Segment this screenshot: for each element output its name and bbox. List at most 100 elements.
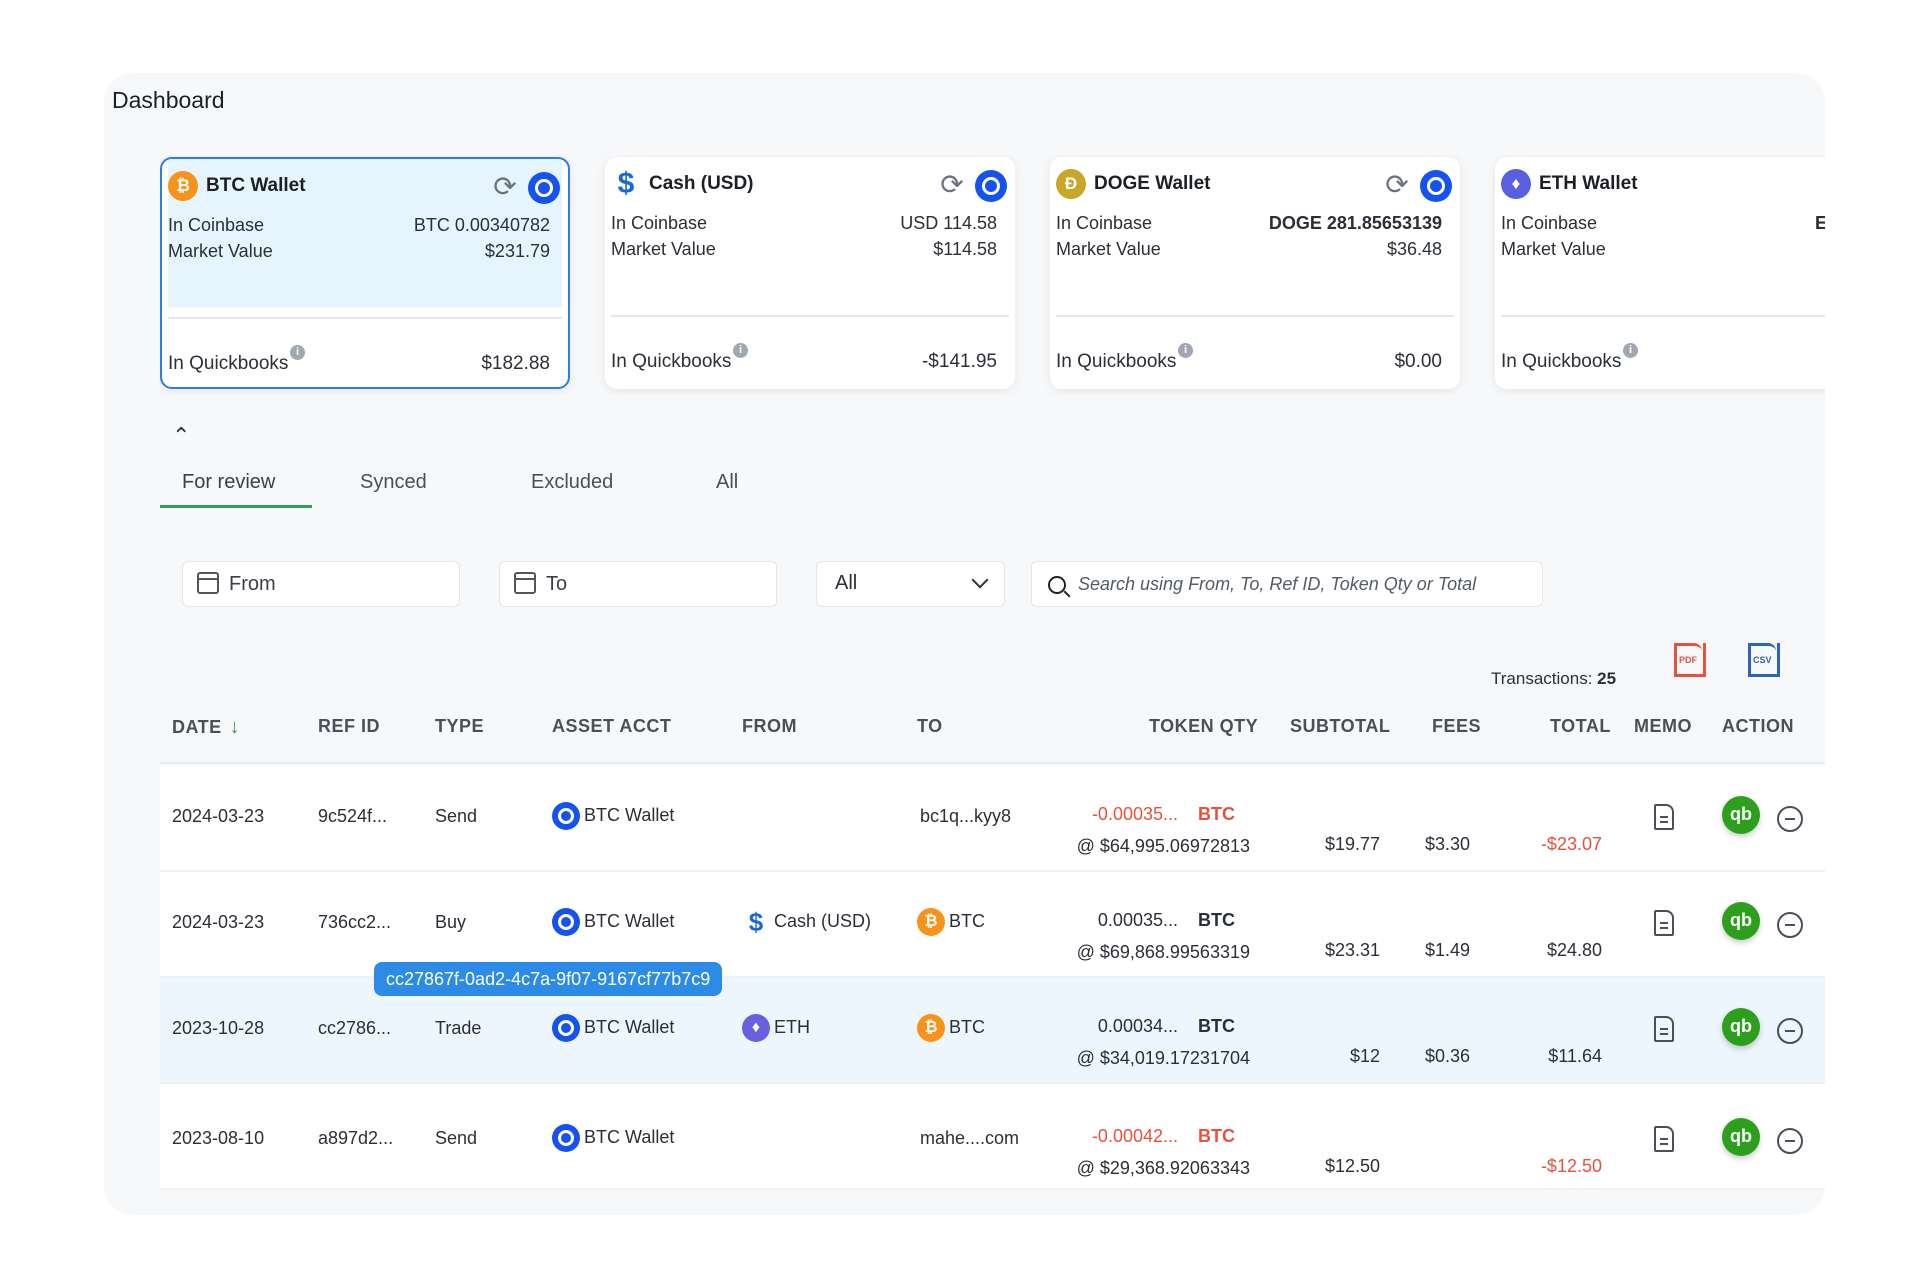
col-type: TYPE	[435, 716, 485, 736]
in-coinbase-value: BTC 0.00340782	[413, 215, 550, 235]
market-value-label: Market Value	[1501, 239, 1606, 259]
sync-icon[interactable]: ⟳	[493, 171, 517, 202]
cell-subtotal: $23.31	[1324, 940, 1380, 960]
chevron-up-icon[interactable]: ⌃	[172, 423, 191, 448]
in-coinbase-label: In Coinbase	[1056, 213, 1153, 233]
from-date-field[interactable]: From	[182, 561, 460, 607]
cell-rate: @ $34,019.17231704	[1076, 1048, 1250, 1068]
in-coinbase-value: ETH 0.01	[1814, 213, 1825, 233]
coinbase-icon	[552, 1014, 580, 1042]
divider	[1056, 315, 1454, 317]
table-row[interactable]: 2024-03-23 736cc2... Buy BTC Wallet $ Cas…	[160, 872, 1825, 978]
market-value-label: Market Value	[1056, 239, 1161, 259]
in-quickbooks-value: $0.00	[1394, 351, 1442, 372]
doge-icon: Ð	[1056, 169, 1086, 199]
quickbooks-sync-icon[interactable]: qb	[1722, 902, 1760, 940]
tab-synced[interactable]: Synced	[360, 471, 427, 493]
transactions-count-value: 25	[1597, 669, 1617, 688]
info-icon[interactable]: i	[1623, 343, 1638, 358]
memo-icon[interactable]	[1654, 804, 1674, 830]
info-icon[interactable]: i	[290, 345, 305, 360]
cell-from: ♦ ETH	[742, 1014, 810, 1042]
cell-type: Send	[435, 806, 478, 826]
wallet-card-usd[interactable]: $ Cash (USD) ⟳ In Coinbase USD 114.58 Mar…	[605, 157, 1015, 389]
sync-icon[interactable]: ⟳	[940, 169, 964, 200]
search-input[interactable]: Search using From, To, Ref ID, Token Qty…	[1031, 561, 1543, 607]
table-row[interactable]: 2023-08-10 a897d2... Send BTC Wallet mah…	[160, 1084, 1825, 1190]
quickbooks-sync-icon[interactable]: qb	[1722, 1118, 1760, 1156]
info-icon[interactable]: i	[733, 343, 748, 358]
cell-ref-id[interactable]: 9c524f...	[318, 806, 388, 826]
memo-icon[interactable]	[1654, 1126, 1674, 1152]
to-placeholder: To	[546, 573, 568, 595]
col-token-qty: TOKEN QTY	[1149, 716, 1259, 736]
memo-icon[interactable]	[1654, 1016, 1674, 1042]
table-row[interactable]: cc27867f-0ad2-4c7a-9f07-9167cf77b7c9 202…	[160, 962, 1825, 1084]
cell-rate: @ $29,368.92063343	[1076, 1158, 1250, 1178]
col-to: TO	[917, 716, 943, 736]
cell-total: -$23.07	[1540, 834, 1602, 854]
tab-for-review[interactable]: For review	[182, 471, 276, 493]
type-selected-value: All	[835, 572, 858, 594]
quickbooks-sync-icon[interactable]: qb	[1722, 1008, 1760, 1046]
in-quickbooks-label: In Quickbooks	[611, 351, 732, 372]
tab-all[interactable]: All	[716, 471, 739, 493]
cell-subtotal: $19.77	[1324, 834, 1380, 854]
wallet-card-btc[interactable]: ₿ BTC Wallet ⟳ In Coinbase BTC 0.00340782…	[160, 157, 570, 389]
info-icon[interactable]: i	[1178, 343, 1193, 358]
in-quickbooks-label: In Quickbooks	[1056, 351, 1177, 372]
cell-date: 2023-10-28	[172, 1018, 265, 1038]
col-memo: MEMO	[1634, 716, 1692, 736]
cell-ref-id[interactable]: cc2786...	[318, 1018, 392, 1038]
wallet-card-doge[interactable]: Ð DOGE Wallet ⟳ In Coinbase DOGE 281.8565…	[1050, 157, 1460, 389]
csv-export-icon[interactable]: CSV	[1748, 643, 1780, 679]
to-date-field[interactable]: To	[499, 561, 777, 607]
dashboard-panel: Dashboard ₿ BTC Wallet ⟳ In Coinbase BTC …	[104, 73, 1825, 1215]
pdf-export-icon[interactable]: PDF	[1674, 643, 1706, 679]
dollar-icon: $	[617, 167, 635, 200]
cell-ref-id[interactable]: 736cc2...	[318, 912, 392, 932]
ref-id-tooltip: cc27867f-0ad2-4c7a-9f07-9167cf77b7c9	[374, 962, 723, 996]
col-ref-id: REF ID	[318, 716, 381, 736]
cell-asset-acct: BTC Wallet	[552, 1124, 674, 1152]
exclude-icon[interactable]	[1777, 1018, 1803, 1044]
in-quickbooks-label: In Quickbooks	[168, 353, 289, 374]
in-coinbase-label: In Coinbase	[611, 213, 708, 233]
sort-down-icon[interactable]: ↓	[229, 716, 241, 738]
card-name: BTC Wallet	[206, 175, 306, 196]
table-row[interactable]: 2024-03-23 9c524f... Send BTC Wallet bc1…	[160, 766, 1825, 872]
col-date[interactable]: DATE ↓	[172, 716, 241, 738]
memo-icon[interactable]	[1654, 910, 1674, 936]
market-value: $36.48	[1386, 239, 1442, 259]
in-coinbase-value: USD 114.58	[900, 213, 997, 233]
coinbase-icon	[552, 1124, 580, 1152]
exclude-icon[interactable]	[1777, 1128, 1803, 1154]
exclude-icon[interactable]	[1777, 912, 1803, 938]
wallet-card-eth[interactable]: ♦ ETH Wallet In Coinbase ETH 0.01 Market …	[1495, 157, 1825, 389]
quickbooks-sync-icon[interactable]: qb	[1722, 796, 1760, 834]
cell-type: Trade	[435, 1018, 482, 1038]
sync-icon[interactable]: ⟳	[1385, 169, 1409, 200]
wallet-cards: ₿ BTC Wallet ⟳ In Coinbase BTC 0.00340782…	[160, 155, 1825, 395]
divider	[1501, 315, 1825, 317]
btc-icon: ₿	[917, 1014, 945, 1042]
type-select[interactable]: All	[816, 561, 1005, 607]
exclude-icon[interactable]	[1777, 806, 1803, 832]
calendar-icon	[197, 572, 219, 594]
search-placeholder: Search using From, To, Ref ID, Token Qty…	[1078, 574, 1477, 594]
in-quickbooks-value: $182.88	[481, 353, 550, 374]
calendar-icon	[514, 572, 536, 594]
tab-excluded[interactable]: Excluded	[531, 471, 614, 493]
coinbase-icon	[528, 172, 560, 204]
cell-rate: @ $64,995.06972813	[1076, 836, 1250, 856]
cell-rate: @ $69,868.99563319	[1076, 942, 1250, 962]
market-value-label: Market Value	[168, 241, 273, 261]
divider	[168, 317, 562, 319]
cell-token-qty: -0.00042... BTC	[1091, 1126, 1235, 1146]
cell-asset-acct: BTC Wallet	[552, 1014, 674, 1042]
cell-token-qty: 0.00035... BTC	[1097, 910, 1235, 930]
card-name: DOGE Wallet	[1094, 173, 1211, 194]
card-name: Cash (USD)	[649, 173, 754, 194]
cell-total: $24.80	[1546, 940, 1602, 960]
cell-ref-id[interactable]: a897d2...	[318, 1128, 394, 1148]
